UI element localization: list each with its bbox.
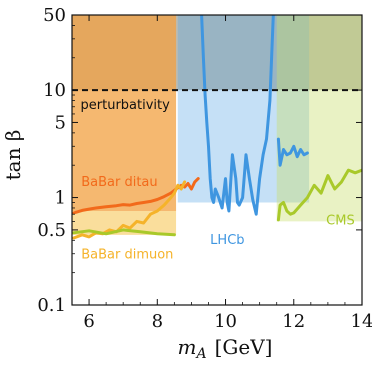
y-tick-label: 50 [43, 5, 66, 26]
cms-region [276, 15, 362, 222]
x-axis-label: mA [GeV] [178, 335, 273, 362]
perturbativity-label: perturbativity [81, 98, 171, 113]
x-tick-label: 12 [282, 311, 305, 332]
x-tick-label: 10 [214, 311, 237, 332]
lhcb-high-line [276, 137, 309, 167]
babar-dimuon-label: BaBar dimuon [81, 248, 173, 263]
babar-ditau-line [72, 177, 200, 215]
y-tick-label: 0.1 [37, 295, 66, 316]
data-series [72, 15, 362, 240]
lhcb-label: LHCb [210, 233, 244, 248]
shaded-regions [72, 15, 362, 235]
y-tick-label: 5 [55, 112, 66, 133]
lhcb-region [177, 15, 310, 203]
y-tick-label: 1 [55, 188, 66, 209]
babar-ditau-region [72, 15, 177, 211]
x-axis-ticks: 6 8 10 12 14 [83, 15, 372, 332]
x-tick-label: 6 [83, 311, 94, 332]
plot-frame [71, 14, 363, 306]
babar-dimuon-region [72, 15, 177, 235]
cms-line [276, 168, 362, 222]
y-axis-ticks: 0.1 0.5 1 5 10 50 [37, 5, 362, 316]
x-tick-label: 8 [152, 311, 163, 332]
y-tick-label: 0.5 [37, 220, 66, 241]
y-axis-label: tan β [1, 130, 25, 181]
series-labels: BaBar ditau BaBar dimuon LHCb CMS [81, 175, 355, 263]
cms-label: CMS [326, 214, 355, 229]
x-tick-label: 14 [351, 311, 372, 332]
y-tick-label: 10 [43, 80, 66, 101]
babar-dimuon-low-line [72, 228, 176, 237]
lhcb-line [200, 15, 275, 216]
babar-ditau-label: BaBar ditau [81, 175, 157, 190]
